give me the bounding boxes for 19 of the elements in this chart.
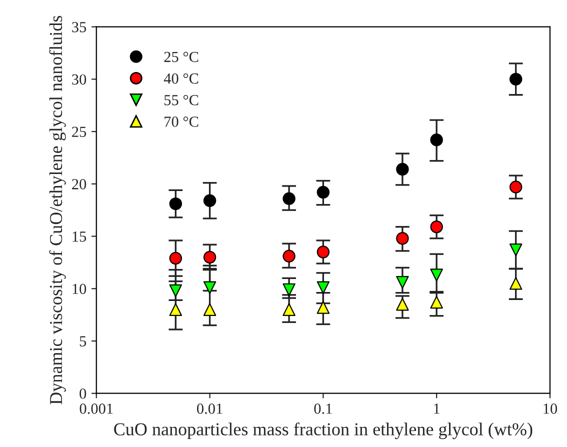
y-tick-label: 15 — [72, 231, 86, 242]
x-tick-label: 1 — [434, 404, 440, 414]
x-axis-title: CuO nanoparticles mass fraction in ethylene glycol (wt%) — [114, 422, 532, 440]
x-tick-label: 10 — [544, 404, 558, 414]
y-tick-label: 10 — [72, 284, 86, 294]
y-tick-label: 30 — [72, 74, 86, 85]
y-tick-label: 25 — [72, 126, 86, 137]
y-tick-label: 5 — [80, 336, 86, 346]
legend-label: 40 °C — [164, 73, 198, 84]
y-tick-label: 0 — [80, 388, 86, 399]
x-tick-label: 0.01 — [197, 404, 222, 414]
legend-label: 55 °C — [164, 94, 198, 106]
y-tick-label: 20 — [72, 179, 86, 190]
legend-label: 25 °C — [164, 52, 198, 62]
y-axis-title: Dynamic viscosity of CuO/ethylene glycol nanofluids — [49, 16, 66, 404]
x-tick-label: 0.1 — [314, 404, 332, 414]
x-tick-label: 0.001 — [80, 404, 113, 414]
y-tick-label: 35 — [72, 22, 86, 32]
legend-label: 70 °C — [164, 116, 198, 127]
